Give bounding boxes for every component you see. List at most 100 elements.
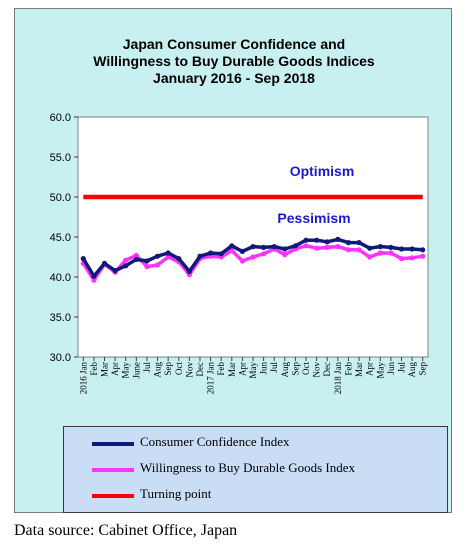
x-tick-label: Dec [322,362,332,377]
x-tick-label: Jul [142,362,152,373]
data-point [176,256,182,262]
x-tick-label: Feb [343,362,353,376]
data-point [335,244,341,250]
data-point [282,246,288,252]
y-tick-label: 50.0 [50,192,71,204]
chart-title-line: Japan Consumer Confidence and [123,36,345,52]
x-tick-label: Feb [216,362,226,376]
data-point [388,250,394,256]
legend-swatch-consumer-confidence [92,442,134,446]
x-tick-label: Sep [418,362,428,376]
legend-item-durable-goods: Willingness to Buy Durable Goods Index [64,459,447,479]
data-point [165,250,171,256]
data-point [101,260,108,266]
data-point [144,264,150,270]
data-point [80,256,86,262]
data-point [261,251,267,257]
data-point [420,253,426,259]
data-point [398,256,405,262]
legend-item-consumer-confidence: Consumer Confidence Index [64,433,447,453]
x-tick-label: Jun [259,362,269,375]
annotation-pessimism: Pessimism [277,210,350,226]
x-tick-label: Oct [301,362,311,375]
data-point [398,246,405,252]
x-tick-label: May [375,362,385,379]
x-tick-label: 2018 Jan [333,362,343,395]
x-tick-label: Aug [407,362,417,378]
x-tick-label: Jul [269,362,279,373]
data-point [345,247,352,253]
x-tick-label: Apr [365,362,375,376]
data-point [207,250,214,256]
x-tick-label: Sep [163,362,173,376]
x-tick-label: Jun [386,362,396,375]
data-point [154,253,161,259]
data-point [388,244,394,250]
legend-label-turning-point: Turning point [140,486,212,501]
x-tick-label: Aug [280,362,290,378]
data-point [409,246,415,252]
data-point [377,250,383,256]
data-point [367,245,373,251]
data-point [324,244,330,250]
data-point [239,258,245,264]
x-tick-label: Apr [237,362,247,376]
x-tick-label: 2017 Jan [206,362,216,395]
x-tick-label: Mar [227,362,237,377]
data-point [229,243,235,249]
y-tick-label: 45.0 [50,232,71,244]
x-tick-label: Nov [312,362,322,378]
data-point [133,252,139,258]
data-point [409,255,415,261]
data-point [123,257,129,263]
plot-area [77,116,429,358]
chart-title-line: Willingness to Buy Durable Goods Indices [93,53,375,69]
x-tick-label: Apr [110,362,120,376]
data-point [186,268,192,274]
y-tick-label: 55.0 [50,152,71,164]
data-point [250,244,256,250]
data-point [144,258,150,264]
data-point [303,237,309,243]
legend-label-durable-goods: Willingness to Buy Durable Goods Index [140,460,356,475]
y-tick-label: 40.0 [50,272,71,284]
y-tick-label: 30.0 [50,352,71,364]
data-point [165,254,171,260]
legend: Consumer Confidence Index Willingness to… [63,426,448,513]
y-tick-label: 35.0 [50,312,71,324]
data-point [356,240,362,246]
data-point [345,240,352,246]
x-tick-label: Dec [195,362,205,377]
data-point [314,245,320,251]
data-point [356,247,362,253]
data-point [123,263,129,269]
legend-swatch-turning-point [92,494,134,498]
chart-plot: Japan Consumer Confidence andWillingness… [50,36,429,395]
x-tick-label: May [121,362,131,379]
data-point [239,248,245,254]
data-point [420,247,426,253]
data-point [91,273,97,279]
data-point [133,256,139,262]
data-point [314,237,320,243]
x-tick-label: Oct [174,362,184,375]
data-point [367,254,373,260]
y-tick-label: 60.0 [50,112,71,124]
data-point [324,239,330,245]
x-tick-label: Nov [184,362,194,378]
data-point [335,236,341,242]
data-point [261,244,267,250]
x-tick-label: Mar [354,362,364,377]
data-point [112,268,118,274]
data-point [303,243,309,249]
data-point [250,254,256,260]
chart-area: Japan Consumer Confidence and Willingness… [14,8,452,513]
x-tick-label: Jul [396,362,406,373]
legend-swatch-durable-goods [92,468,134,472]
data-point [292,243,299,249]
x-tick-label: 2016 Jan [78,362,88,395]
legend-label-consumer-confidence: Consumer Confidence Index [140,434,290,449]
data-point [229,248,235,254]
x-tick-label: May [248,362,258,379]
x-tick-label: June [131,362,141,379]
